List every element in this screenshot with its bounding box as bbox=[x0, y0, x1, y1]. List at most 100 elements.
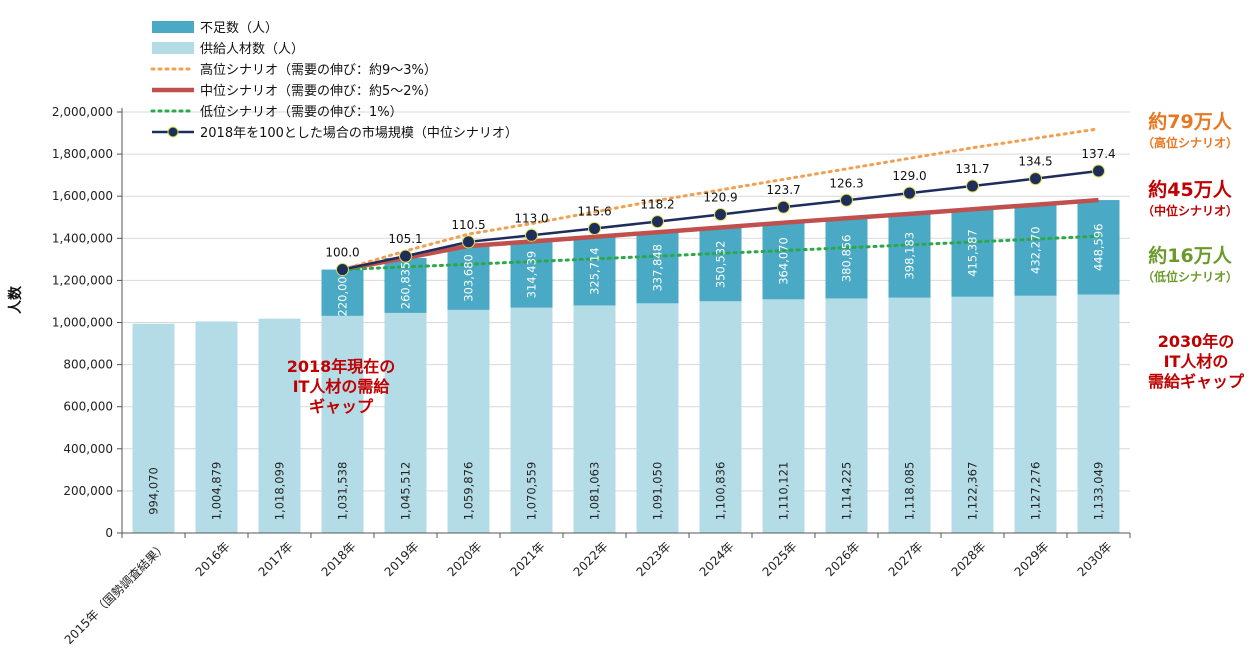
bar-label-shortage: 260,835 bbox=[399, 262, 413, 310]
bar-label-supply: 1,118,085 bbox=[903, 462, 917, 521]
bar-label-supply: 1,070,559 bbox=[525, 462, 539, 521]
bar-label-supply: 1,081,063 bbox=[588, 462, 602, 521]
y-tick-label: 1,000,000 bbox=[52, 316, 113, 330]
annotation-high: 約79万人 bbox=[1148, 110, 1232, 133]
bar-shortage bbox=[951, 209, 994, 297]
legend-swatch bbox=[152, 42, 194, 54]
legend-label: 供給人材数（人） bbox=[200, 42, 304, 57]
y-tick-label: 1,600,000 bbox=[52, 189, 113, 203]
bar-shortage bbox=[1014, 204, 1057, 296]
bar-supply bbox=[321, 315, 364, 533]
bar-label-shortage: 303,680 bbox=[462, 254, 476, 302]
bar-supply bbox=[888, 297, 931, 533]
annotation-gap-2030: IT人材の bbox=[1164, 352, 1229, 371]
bar-supply bbox=[447, 309, 490, 533]
legend-label: 低位シナリオ（需要の伸び：1%） bbox=[200, 105, 403, 120]
bar-label-shortage: 220,000 bbox=[336, 269, 350, 317]
index-label: 110.5 bbox=[451, 218, 485, 232]
y-axis-title: 人数 bbox=[7, 285, 24, 314]
index-label: 134.5 bbox=[1018, 155, 1052, 169]
bar-supply bbox=[636, 303, 679, 533]
bar-supply bbox=[384, 312, 427, 533]
index-marker bbox=[651, 215, 664, 229]
bar-shortage bbox=[447, 245, 490, 310]
x-tick-label: 2021年 bbox=[508, 539, 548, 579]
annotation-low: （低位シナリオ） bbox=[1142, 269, 1238, 284]
index-markers: 100.0 105.1 110.5 113.0 115.6 118.2 120.9 123.7… bbox=[325, 147, 1116, 277]
bar-label-supply: 1,110,121 bbox=[777, 462, 791, 521]
index-marker bbox=[462, 235, 475, 249]
x-tick-label: 2015年（国勢調査結果） bbox=[61, 539, 170, 648]
bar-label-supply: 1,114,225 bbox=[840, 462, 854, 521]
line-low-scenario bbox=[341, 234, 1100, 272]
annotation-gap-2018: IT人材の需給 bbox=[293, 377, 391, 396]
bar-label-shortage: 398,183 bbox=[903, 232, 917, 280]
bar-label-shortage: 350,532 bbox=[714, 241, 728, 289]
x-tick-label: 2020年 bbox=[445, 539, 485, 579]
line-high-scenario bbox=[341, 127, 1100, 272]
y-tick-label: 400,000 bbox=[63, 442, 113, 456]
bar-label-supply: 1,133,049 bbox=[1092, 462, 1106, 521]
legend-label: 不足数（人） bbox=[200, 21, 278, 36]
annotation-mid: 約45万人 bbox=[1148, 178, 1232, 201]
index-label: 115.6 bbox=[577, 204, 611, 218]
index-label: 129.0 bbox=[892, 169, 926, 183]
index-marker bbox=[714, 207, 727, 221]
x-tick-label: 2026年 bbox=[823, 539, 863, 579]
y-tick-label: 600,000 bbox=[63, 400, 113, 414]
index-marker bbox=[966, 179, 979, 193]
bar-shortage bbox=[510, 241, 553, 308]
bar-shortage bbox=[699, 227, 742, 302]
bar-label-shortage: 432,270 bbox=[1029, 226, 1043, 274]
bar-supply bbox=[1014, 295, 1057, 533]
annotations: 約79万人 （高位シナリオ） 約45万人 （中位シナリオ） 約16万人 （低位シナリオ） 2… bbox=[287, 110, 1245, 416]
annotation-gap-2018: ギャップ bbox=[309, 397, 374, 416]
bar-shortage bbox=[1077, 200, 1120, 295]
index-label: 137.4 bbox=[1081, 147, 1115, 161]
bar-label-shortage: 415,387 bbox=[966, 229, 980, 277]
bar-supply bbox=[258, 318, 301, 533]
bars bbox=[132, 200, 1120, 533]
annotation-gap-2030: 需給ギャップ bbox=[1148, 372, 1245, 391]
bar-shortage bbox=[825, 218, 868, 299]
bar-shortage bbox=[573, 236, 616, 306]
index-label: 113.0 bbox=[514, 211, 548, 225]
x-tick-label: 2028年 bbox=[949, 539, 989, 579]
bar-label-supply: 1,004,879 bbox=[210, 462, 224, 521]
bar-label-supply: 1,045,512 bbox=[399, 462, 413, 521]
x-tick-label: 2023年 bbox=[634, 539, 674, 579]
x-tick-label: 2019年 bbox=[382, 539, 422, 579]
bar-shortage bbox=[762, 222, 805, 300]
bar-label-supply: 1,018,099 bbox=[273, 462, 287, 521]
bar-supply bbox=[951, 296, 994, 533]
legend-label: 高位シナリオ（需要の伸び：約9～3%） bbox=[200, 62, 437, 78]
x-tick-label: 2022年 bbox=[571, 539, 611, 579]
y-tick-label: 1,800,000 bbox=[52, 147, 113, 161]
annotation-gap-2018: 2018年現在の bbox=[287, 357, 396, 376]
x-tick-label: 2017年 bbox=[256, 539, 296, 579]
bar-label-shortage: 448,596 bbox=[1092, 223, 1106, 271]
annotation-low: 約16万人 bbox=[1148, 244, 1232, 267]
bar-supply bbox=[195, 321, 238, 533]
y-tick-label: 0 bbox=[105, 526, 113, 540]
x-tick-label: 2029年 bbox=[1012, 539, 1052, 579]
index-label: 123.7 bbox=[766, 183, 800, 197]
index-marker bbox=[1029, 172, 1042, 186]
bar-shortage bbox=[321, 269, 364, 316]
bar-label-supply: 1,091,050 bbox=[651, 462, 665, 521]
x-tick-label: 2024年 bbox=[697, 539, 737, 579]
index-marker bbox=[903, 186, 916, 200]
annotation-gap-2030: 2030年の bbox=[1158, 332, 1235, 351]
legend-label: 2018年を100とした場合の市場規模（中位シナリオ） bbox=[200, 125, 518, 141]
legend-swatch bbox=[152, 21, 194, 33]
x-tick-label: 2016年 bbox=[193, 539, 233, 579]
bar-label-supply: 1,100,836 bbox=[714, 462, 728, 521]
index-label: 118.2 bbox=[640, 198, 674, 212]
bar-supply bbox=[762, 299, 805, 533]
bar-label-supply: 994,070 bbox=[147, 467, 161, 515]
index-label: 105.1 bbox=[388, 232, 422, 246]
index-label: 126.3 bbox=[829, 176, 863, 190]
bar-supply bbox=[132, 323, 175, 533]
bar-label-supply: 1,031,538 bbox=[336, 462, 350, 521]
